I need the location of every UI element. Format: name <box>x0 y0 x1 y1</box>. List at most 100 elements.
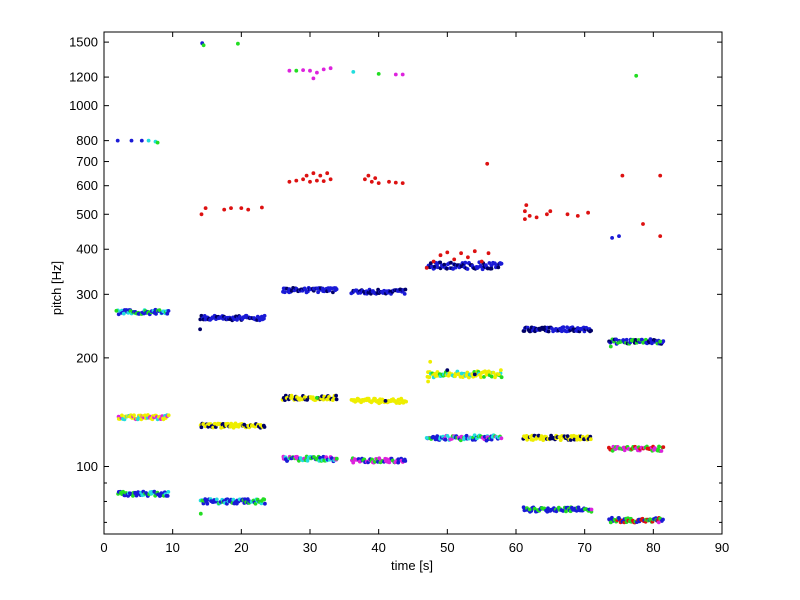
data-point <box>608 344 613 349</box>
data-point <box>165 494 170 498</box>
data-point <box>222 207 227 212</box>
data-point <box>120 413 124 418</box>
data-point <box>424 266 429 270</box>
data-point <box>383 399 388 403</box>
data-point <box>659 449 664 453</box>
data-point <box>546 329 551 334</box>
data-point <box>608 520 613 525</box>
data-point <box>527 507 532 512</box>
data-point <box>614 337 618 342</box>
data-point <box>499 436 504 441</box>
data-point <box>198 511 203 516</box>
data-point <box>154 312 158 316</box>
data-point <box>146 138 151 143</box>
data-point <box>576 505 581 510</box>
data-point <box>305 458 310 463</box>
data-point <box>157 308 162 312</box>
data-point <box>624 337 629 342</box>
y-tick-label: 300 <box>76 287 98 302</box>
data-point <box>315 178 319 183</box>
data-point <box>303 287 308 292</box>
data-point <box>634 73 639 78</box>
data-point <box>548 209 553 214</box>
data-point <box>146 413 150 417</box>
data-point <box>534 215 539 220</box>
data-point <box>565 212 570 217</box>
data-point <box>369 179 374 184</box>
data-point <box>459 251 463 256</box>
data-point <box>463 260 468 265</box>
data-point <box>311 171 316 176</box>
x-axis-label: time [s] <box>391 558 433 573</box>
data-point <box>294 68 299 73</box>
data-point <box>155 140 160 145</box>
data-point <box>236 41 240 46</box>
data-point <box>610 515 614 520</box>
data-point <box>499 368 503 372</box>
y-tick-label: 500 <box>76 207 98 222</box>
data-point <box>325 397 329 402</box>
data-point <box>658 339 663 344</box>
x-tick-label: 20 <box>234 540 248 555</box>
data-point <box>115 138 120 143</box>
data-point <box>262 497 267 502</box>
data-point <box>400 72 405 77</box>
plot-frame <box>103 31 723 535</box>
data-point <box>661 445 666 449</box>
data-point <box>199 212 204 217</box>
data-point <box>315 395 319 400</box>
data-point <box>393 72 398 77</box>
data-point <box>558 438 563 442</box>
data-point <box>523 217 527 222</box>
data-point <box>262 313 267 318</box>
data-point <box>294 178 299 183</box>
data-point <box>524 203 529 208</box>
data-point <box>166 490 171 494</box>
data-point <box>522 329 527 333</box>
data-point <box>489 266 494 271</box>
data-point <box>139 138 144 143</box>
data-point <box>402 292 407 296</box>
data-point <box>428 261 433 266</box>
data-point <box>489 374 494 379</box>
y-axis-label: pitch [Hz] <box>49 261 64 315</box>
data-point <box>139 417 144 422</box>
data-point <box>143 413 147 418</box>
data-point <box>452 257 457 262</box>
data-point <box>376 72 381 76</box>
data-point <box>443 437 448 442</box>
data-point <box>491 370 496 375</box>
x-tick-label: 0 <box>100 540 107 555</box>
x-tick-label: 30 <box>303 540 317 555</box>
data-point <box>424 436 429 440</box>
data-point <box>467 375 471 380</box>
data-point <box>311 76 316 81</box>
data-point <box>496 265 501 270</box>
data-point <box>315 70 319 75</box>
data-point <box>334 397 339 402</box>
data-point <box>214 497 219 502</box>
data-point <box>239 206 244 211</box>
data-points <box>114 41 666 525</box>
data-point <box>496 372 501 377</box>
data-point <box>661 517 665 522</box>
data-point <box>351 460 356 465</box>
x-tick-label: 70 <box>577 540 591 555</box>
data-point <box>658 234 663 239</box>
data-point <box>588 437 593 442</box>
data-point <box>131 494 135 498</box>
data-point <box>318 173 323 178</box>
data-point <box>397 401 402 405</box>
data-point <box>376 181 381 186</box>
data-point <box>438 253 443 258</box>
y-tick-label: 800 <box>76 133 98 148</box>
data-point <box>442 262 447 267</box>
data-point <box>121 489 125 494</box>
data-point <box>565 434 570 438</box>
data-point <box>464 433 469 438</box>
data-point <box>575 214 580 218</box>
data-point <box>205 501 210 506</box>
data-point <box>282 290 287 295</box>
data-point <box>617 234 621 239</box>
